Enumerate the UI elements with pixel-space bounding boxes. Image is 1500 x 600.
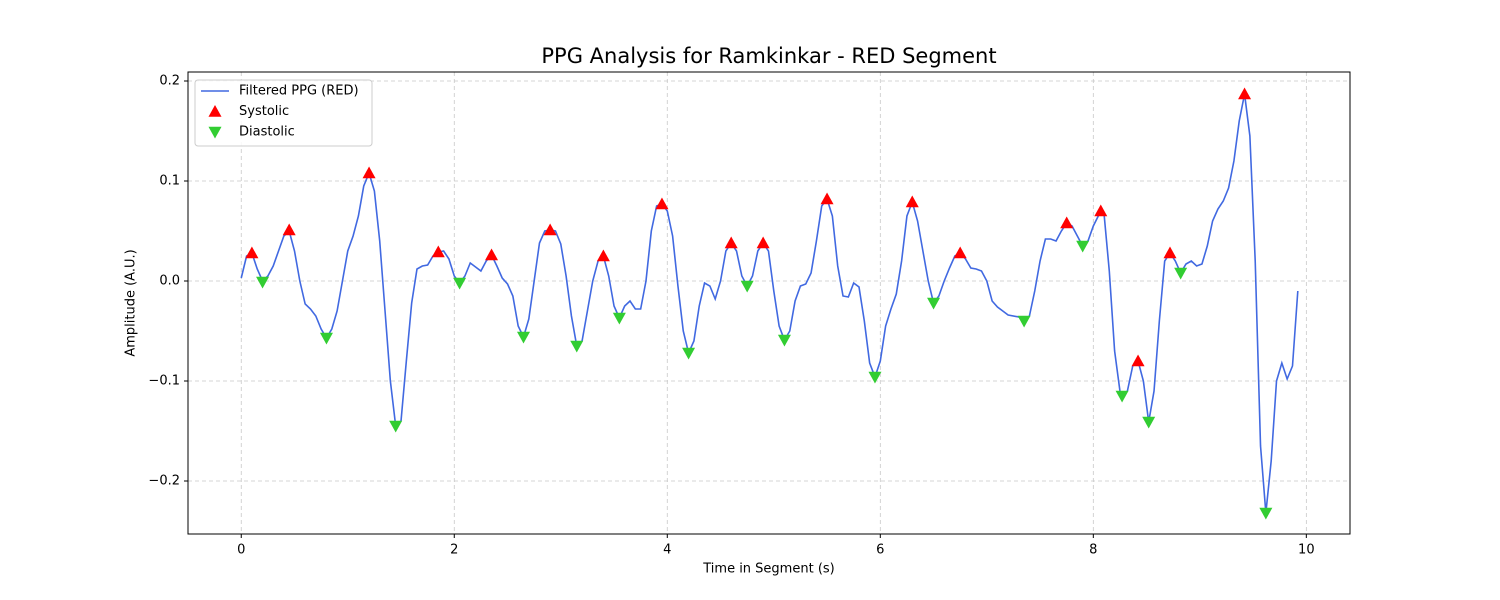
peak-marker: [655, 197, 669, 210]
peak-marker: [245, 246, 259, 259]
peak-marker: [362, 166, 376, 179]
legend-label: Filtered PPG (RED): [239, 84, 359, 99]
x-tick-label: 8: [1089, 543, 1097, 558]
peak-marker: [612, 312, 626, 325]
peak-marker: [453, 277, 467, 290]
x-tick-label: 6: [876, 543, 884, 558]
peak-marker: [596, 249, 610, 262]
y-tick-label: −0.2: [148, 474, 180, 489]
chart-title: PPG Analysis for Ramkinkar - RED Segment: [541, 44, 996, 68]
peak-marker: [282, 223, 296, 236]
peak-marker: [1142, 416, 1156, 429]
legend-box: [194, 79, 373, 147]
peak-marker: [431, 245, 445, 258]
y-tick-label: 0.1: [159, 174, 180, 189]
plot-frame: [187, 71, 1351, 535]
peak-marker: [953, 246, 967, 259]
x-axis-label: Time in Segment (s): [702, 562, 834, 577]
legend-swatch: [208, 126, 222, 139]
peak-marker: [1094, 204, 1108, 217]
peak-marker: [1238, 87, 1252, 100]
peak-marker: [1017, 315, 1031, 328]
y-axis-label: Amplitude (A.U.): [124, 249, 139, 356]
peak-marker: [777, 334, 791, 347]
data-line: [240, 93, 1299, 514]
peak-marker: [1163, 246, 1177, 259]
peak-marker: [570, 340, 584, 353]
peak-marker: [756, 236, 770, 249]
peak-marker: [1076, 240, 1090, 253]
x-tick-label: 2: [450, 543, 458, 558]
peak-marker: [256, 276, 270, 289]
legend: Filtered PPG (RED) Systolic Diastolic: [194, 79, 373, 147]
y-tick-label: 0.0: [159, 274, 180, 289]
x-tick-label: 4: [663, 543, 671, 558]
peak-marker: [389, 420, 403, 433]
peak-marker: [1259, 507, 1273, 520]
y-tick-label: −0.1: [148, 374, 180, 389]
legend-swatch: [208, 105, 222, 117]
peak-marker: [1060, 216, 1074, 229]
peak-marker: [319, 332, 333, 345]
legend-label: Systolic: [239, 104, 289, 119]
x-tick-label: 10: [1298, 543, 1315, 558]
peak-marker: [724, 236, 738, 249]
peak-marker: [682, 347, 696, 360]
peak-marker: [868, 371, 882, 384]
y-tick-label: 0.2: [159, 74, 180, 89]
peak-marker: [485, 248, 499, 261]
legend-label: Diastolic: [239, 125, 295, 140]
peak-marker: [905, 195, 919, 208]
peak-marker: [927, 297, 941, 310]
peak-marker: [1115, 390, 1129, 403]
peak-marker: [543, 223, 557, 236]
peak-marker: [740, 280, 754, 293]
peak-marker: [1174, 267, 1188, 280]
peak-marker: [516, 331, 530, 344]
peak-marker: [1131, 354, 1145, 367]
x-tick-label: 0: [237, 543, 245, 558]
peak-marker: [820, 192, 834, 205]
